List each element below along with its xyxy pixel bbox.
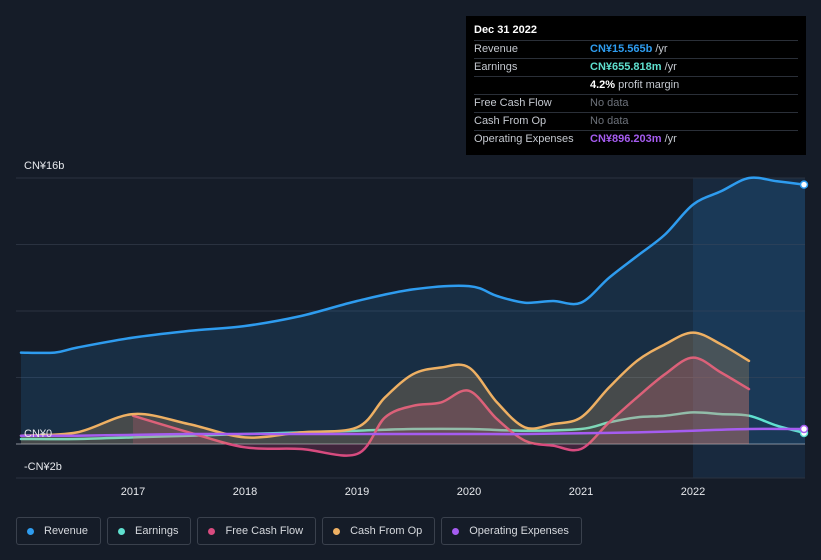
axis-labels: CN¥16b CN¥0 -CN¥2b 2017 2018 2019 2020 2021 2022 [24,160,705,498]
tooltip-row-label: Free Cash Flow [474,97,552,109]
legend-item-revenue[interactable]: Revenue [16,517,102,545]
tooltip-row-label: Earnings [474,61,518,73]
tooltip-row-value: 4.2% [590,79,616,91]
series-line-revenue [19,176,807,355]
series-line-earnings [19,411,807,441]
series-area-free-cash-flow [133,357,749,456]
tooltip-date: Dec 31 2022 [474,24,537,36]
legend-label: Operating Expenses [469,525,569,537]
series-line-cash-from-op [19,331,751,439]
grid-lines [16,177,805,479]
tooltip-row-value: CN¥655.818m [590,61,662,73]
legend-item-earnings[interactable]: Earnings [107,517,192,545]
legend-label: Revenue [44,525,89,537]
legend-dot-icon [452,527,460,535]
tooltip-row: Cash From Op No data [474,112,798,130]
tooltip-row: Free Cash Flow No data [474,94,798,112]
tooltip-panel: Dec 31 2022 Revenue CN¥15.565b/yr Earnings… [466,16,806,155]
y-tick-label: -CN¥2b [24,461,62,473]
series-area-revenue [21,177,805,445]
series-layer [19,176,809,457]
legend-label: Cash From Op [350,525,423,537]
tooltip-row-label [474,77,590,94]
tooltip-row-unit: /yr [664,61,677,73]
y-tick-label: CN¥0 [24,428,52,440]
legend-item-cash-from-op[interactable]: Cash From Op [322,517,436,545]
tooltip-rows: Revenue CN¥15.565b/yr Earnings CN¥655.818m /… [474,40,798,148]
legend: Revenue Earnings Free Cash Flow Cash From O… [16,517,582,545]
x-tick-label: 2018 [233,486,257,498]
tooltip-row-value: No data [590,115,629,127]
legend-item-operating-expenses[interactable]: Operating Expenses [441,517,582,545]
tooltip-row-label: Cash From Op [474,115,547,127]
series-end-marker [799,424,809,434]
tooltip-row: Operating Expenses CN¥896.203m/yr [474,130,798,148]
legend-dot-icon [27,527,34,535]
x-tick-label: 2021 [569,486,593,498]
legend-label: Earnings [135,525,179,537]
series-end-marker [799,180,809,189]
tooltip-row-unit: profit margin [618,79,680,91]
tooltip-row: Revenue CN¥15.565b/yr [474,40,798,58]
legend-label: Free Cash Flow [225,525,304,537]
x-tick-label: 2020 [457,486,481,498]
x-tick-label: 2017 [121,486,145,498]
legend-item-free-cash-flow[interactable]: Free Cash Flow [197,517,317,545]
series-line-free-cash-flow [131,356,751,457]
legend-dot-icon [118,527,126,535]
tooltip-row: Earnings CN¥655.818m/yr [474,58,798,76]
series-line-operating-expenses [19,427,807,437]
tooltip-row-unit: /yr [664,133,677,145]
tooltip-row-value: No data [590,97,629,109]
series-area-cash-from-op [21,332,749,444]
y-tick-label: CN¥16b [24,160,64,172]
tooltip-row-value: CN¥896.203m [590,133,662,145]
legend-dot-icon [333,527,341,535]
legend-dot-icon [208,527,216,535]
tooltip-row-label: Revenue [474,43,519,55]
tooltip-row-label: Operating Expenses [474,133,574,145]
x-tick-label: 2019 [345,486,369,498]
tooltip-row-value: CN¥15.565b [590,43,653,55]
tooltip-row: 4.2% profit margin [474,76,798,94]
tooltip-row-unit: /yr [655,43,668,55]
x-tick-label: 2022 [681,486,705,498]
